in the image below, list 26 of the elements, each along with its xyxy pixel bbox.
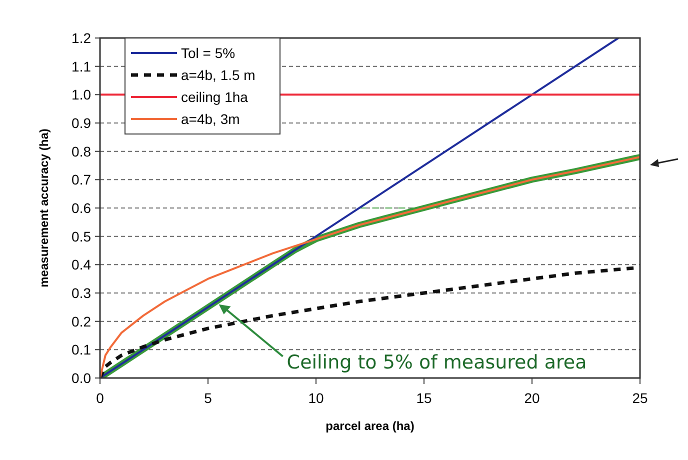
y-tick-label: 0.5 <box>72 228 92 244</box>
y-tick-label: 0.6 <box>72 200 92 216</box>
y-tick-label: 0.8 <box>72 143 92 160</box>
legend-label: ceiling 1ha <box>181 89 248 105</box>
y-tick-label: 0.0 <box>72 370 92 386</box>
x-axis-title: parcel area (ha) <box>326 419 414 433</box>
x-tick-label: 25 <box>632 390 648 406</box>
y-tick-label: 0.7 <box>72 172 92 188</box>
y-tick-label: 0.2 <box>72 313 92 330</box>
x-tick-label: 5 <box>204 390 212 406</box>
x-tick-label: 20 <box>524 390 540 406</box>
y-tick-label: 0.4 <box>72 256 92 273</box>
legend-label: a=4b, 3m <box>181 111 240 127</box>
y-tick-label: 1.0 <box>72 86 92 103</box>
legend-label: Tol = 5% <box>181 45 236 61</box>
y-tick-label: 1.2 <box>72 30 92 46</box>
y-tick-label: 0.3 <box>72 285 92 301</box>
y-tick-label: 0.1 <box>72 342 92 358</box>
legend-label: a=4b, 1.5 m <box>181 67 256 83</box>
annotation: Ceiling to 5% of measured area <box>286 351 587 374</box>
x-tick-label: 15 <box>416 390 432 406</box>
x-tick-label: 10 <box>308 390 324 406</box>
y-tick-label: 1.1 <box>72 58 92 74</box>
x-tick-label: 0 <box>96 390 104 406</box>
y-tick-label: 0.9 <box>72 115 92 131</box>
y-axis-title: measurement accuracy (ha) <box>37 128 51 288</box>
